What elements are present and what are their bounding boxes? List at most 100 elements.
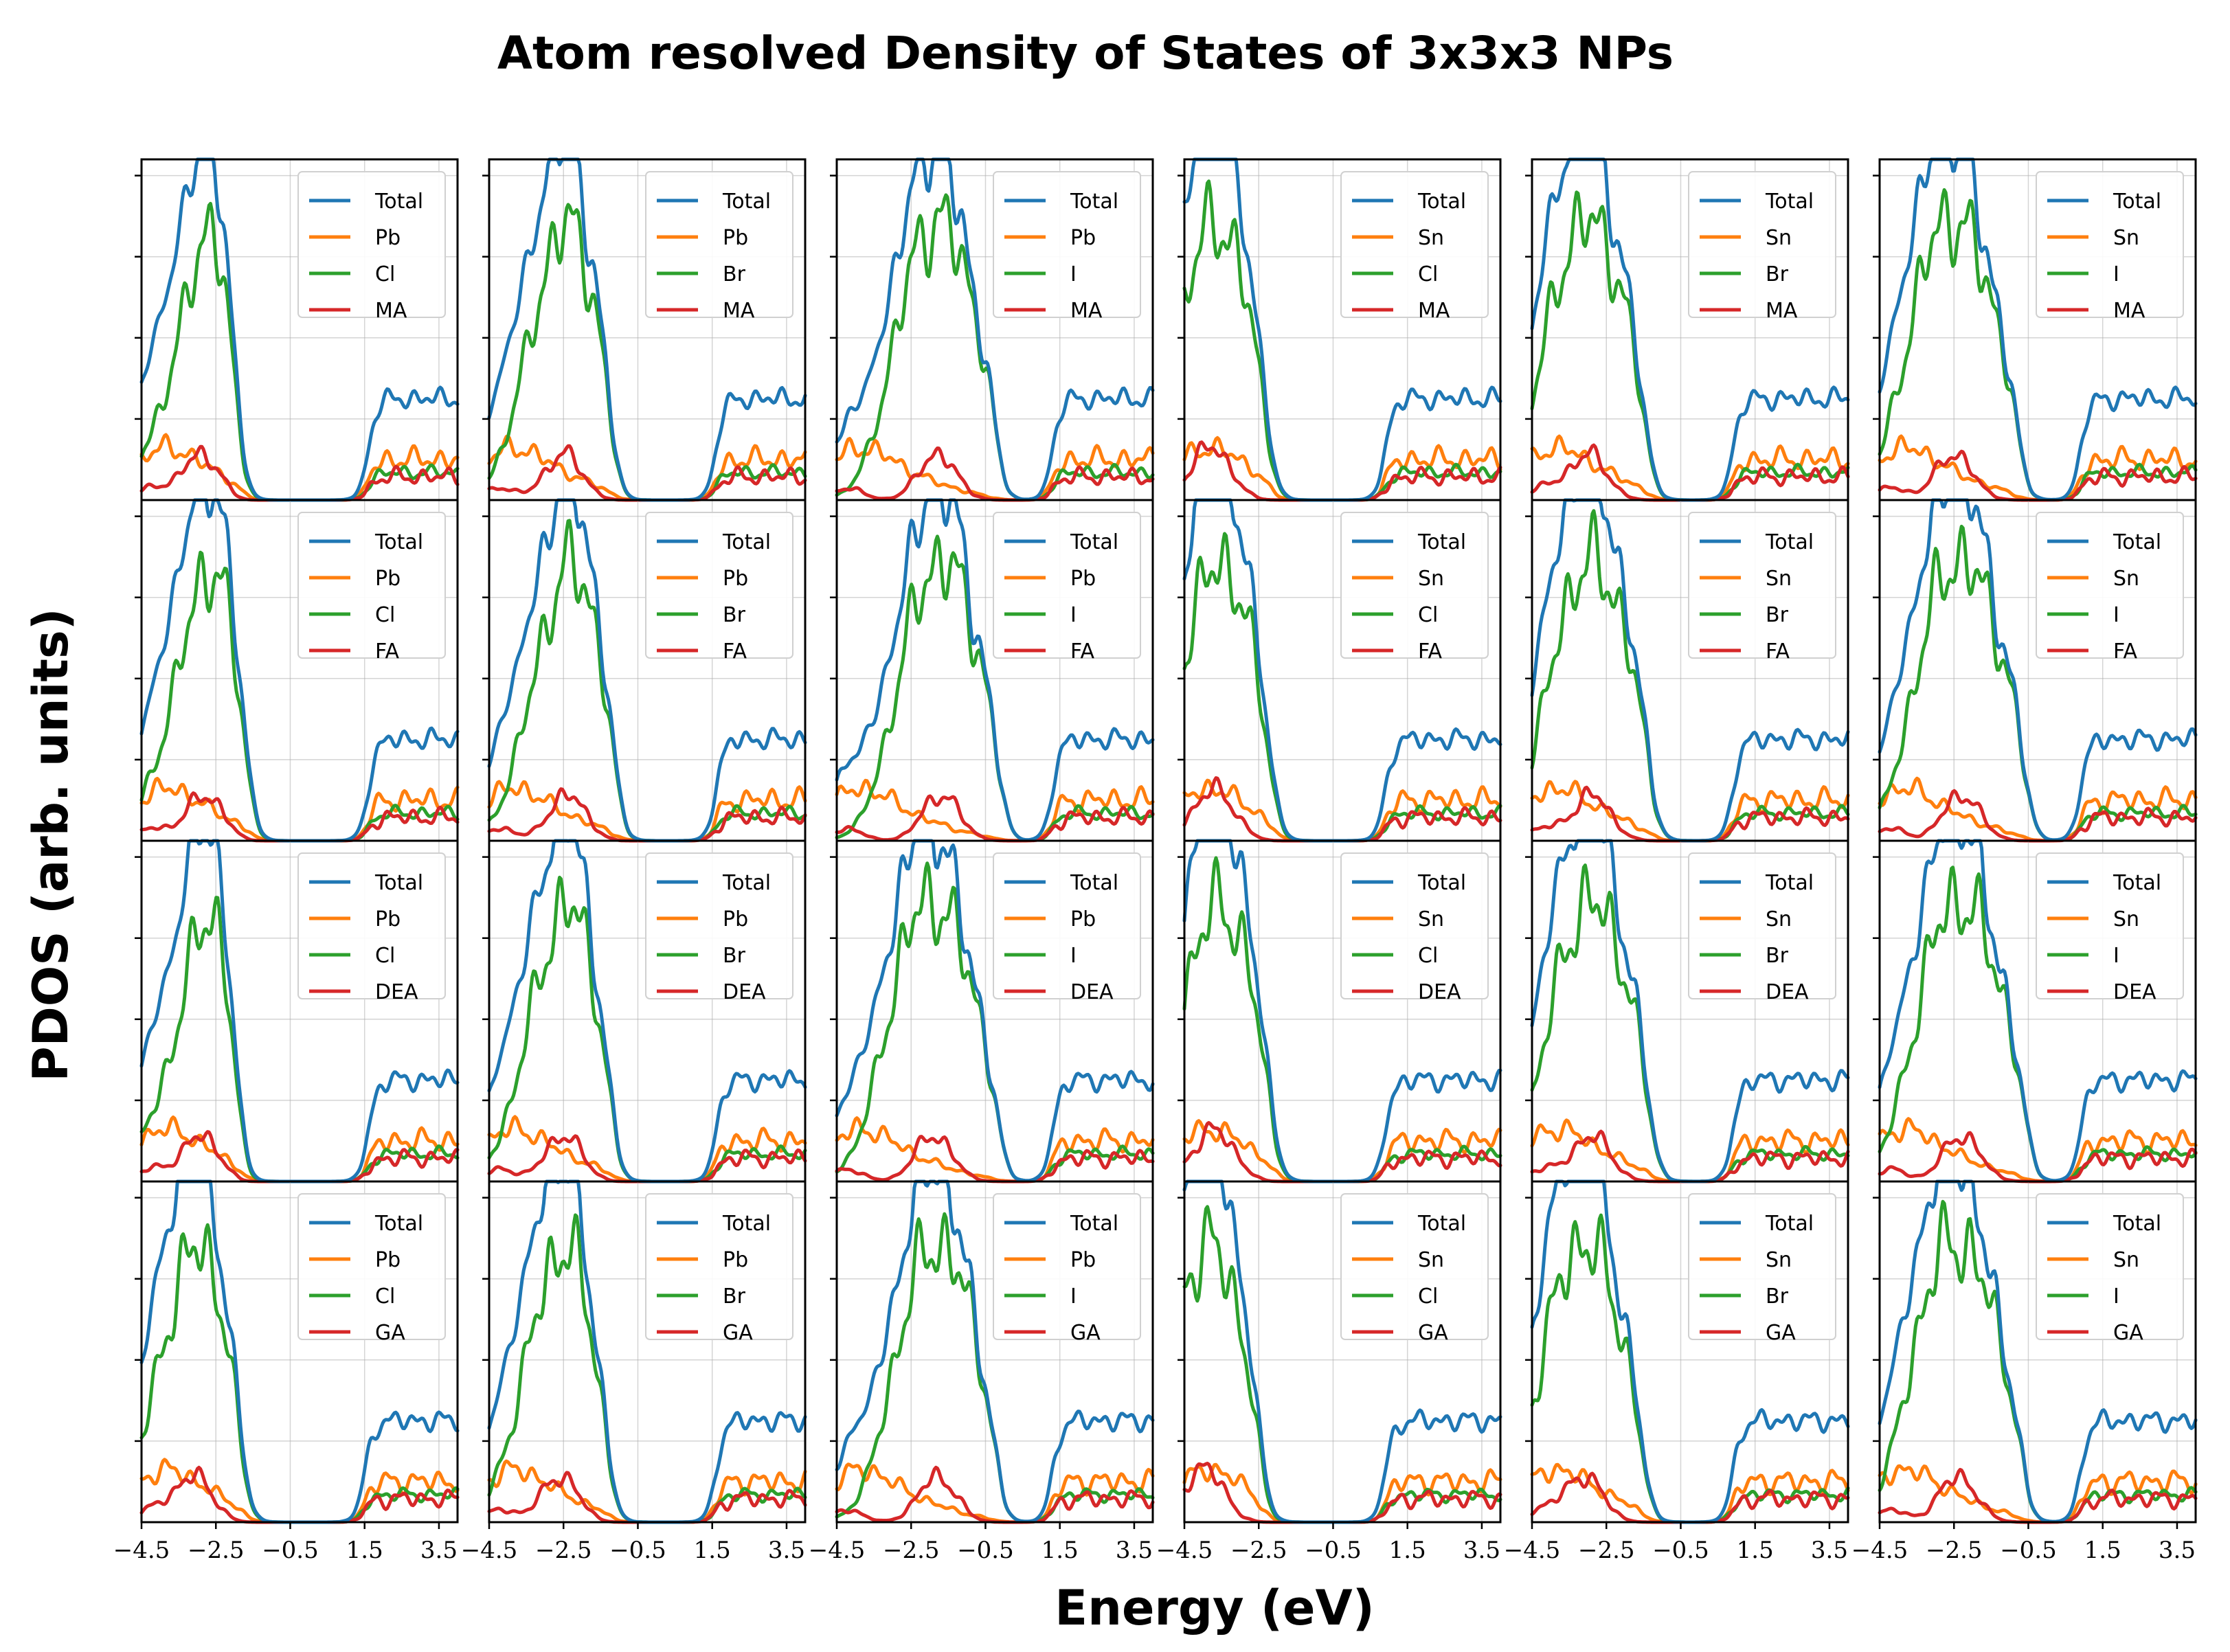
legend-box (2036, 512, 2184, 659)
legend-label-total: Total (1070, 190, 1118, 214)
legend-label-ga: GA (723, 1321, 753, 1345)
legend-label-sn: Sn (2113, 567, 2139, 591)
legend-label-ga: GA (2113, 1321, 2143, 1345)
legend-label-pb: Pb (723, 1248, 748, 1272)
series-line-pb (487, 1115, 807, 1184)
x-tick-label: −4.5 (113, 1537, 170, 1564)
legend-label-dea: DEA (2113, 980, 2156, 1004)
legend-label-br: Br (723, 603, 746, 627)
x-tick-label: 3.5 (768, 1537, 805, 1564)
legend: Total Sn I MA (2036, 171, 2184, 323)
legend-label-fa: FA (723, 640, 747, 664)
panel-pb-cl-fa: Total Pb Cl FA (135, 498, 460, 843)
x-tick-label: 3.5 (1811, 1537, 1848, 1564)
panel-frame (1531, 1180, 1849, 1524)
panel-frame (140, 1180, 459, 1524)
legend-label-i: I (2113, 944, 2119, 968)
legend-label-sn: Sn (1766, 567, 1792, 591)
legend-label-total: Total (1070, 1212, 1118, 1236)
legend-box (2036, 852, 2184, 999)
legend-label-total: Total (2113, 530, 2161, 554)
legend-box (1340, 852, 1489, 999)
x-tick-label: −0.5 (262, 1537, 319, 1564)
x-tick-label: −4.5 (1851, 1537, 1908, 1564)
legend-label-ga: GA (375, 1321, 405, 1345)
legend-label-br: Br (1766, 1285, 1789, 1309)
legend-label-sn: Sn (2113, 1248, 2139, 1272)
legend: Total Sn Cl DEA (1340, 852, 1489, 1004)
legend-box (2036, 1193, 2184, 1340)
legend-label-total: Total (722, 871, 771, 895)
legend-box (297, 512, 446, 659)
x-tick-label: −0.5 (957, 1537, 1014, 1564)
legend: Total Sn Br MA (1688, 171, 1836, 323)
panel-frame (488, 1180, 807, 1524)
x-tick-label: 3.5 (2159, 1537, 2196, 1564)
legend-label-i: I (2113, 603, 2119, 627)
legend: Total Sn I DEA (2036, 852, 2184, 1004)
series-line-total (835, 498, 1155, 842)
legend-box (993, 852, 1141, 999)
legend: Total Pb Cl DEA (297, 852, 446, 1004)
legend-label-i: I (2113, 262, 2119, 286)
legend-label-dea: DEA (375, 980, 418, 1004)
legend-label-pb: Pb (1070, 226, 1096, 250)
legend-label-ma: MA (1766, 299, 1798, 323)
legend: Total Pb Cl GA (297, 1193, 446, 1345)
legend-label-cl: Cl (1418, 603, 1438, 627)
panel-sn-cl-ga: −4.5 −2.5 −0.5 1.5 3.5 Total Sn Cl GA (1156, 1179, 1502, 1564)
legend: Total Sn Br DEA (1688, 852, 1836, 1004)
legend: Total Pb I DEA (993, 852, 1141, 1004)
series-line-total (1878, 839, 2198, 1183)
series-line-fa (835, 794, 1155, 843)
legend-label-total: Total (1765, 190, 1814, 214)
legend-label-dea: DEA (723, 980, 766, 1004)
x-tick-label: 1.5 (694, 1537, 731, 1564)
panel-pb-i-ga: −4.5 −2.5 −0.5 1.5 3.5 Total Pb I GA (809, 1179, 1155, 1564)
x-tick-label: 3.5 (1116, 1537, 1153, 1564)
legend-box (645, 512, 793, 659)
legend-label-total: Total (374, 530, 423, 554)
legend-label-cl: Cl (1418, 944, 1438, 968)
series-line-total (835, 839, 1155, 1183)
legend-label-pb: Pb (1070, 1248, 1096, 1272)
x-tick-label: 1.5 (346, 1537, 383, 1564)
series-line-sn (1878, 434, 2198, 502)
panel-pb-i-dea: Total Pb I DEA (830, 839, 1155, 1184)
legend-label-sn: Sn (1418, 907, 1444, 931)
legend-label-pb: Pb (1070, 567, 1096, 591)
legend-label-ma: MA (375, 299, 407, 323)
panel-sn-i-dea: Total Sn I DEA (1873, 839, 2198, 1184)
legend-label-total: Total (1070, 530, 1118, 554)
panel-pb-i-ma: Total Pb I MA (830, 157, 1155, 502)
legend-label-ma: MA (723, 299, 755, 323)
x-tick-label: −2.5 (1926, 1537, 1983, 1564)
legend-label-total: Total (722, 530, 771, 554)
panel-frame (1183, 1180, 1502, 1524)
legend-label-fa: FA (1766, 640, 1790, 664)
legend-box (645, 1193, 793, 1340)
legend-label-fa: FA (1418, 640, 1443, 664)
panel-sn-br-dea: Total Sn Br DEA (1525, 839, 1850, 1184)
x-tick-label: 1.5 (2084, 1537, 2121, 1564)
panel-pb-br-fa: Total Pb Br FA (482, 498, 807, 843)
legend-label-cl: Cl (1418, 262, 1438, 286)
legend-label-ma: MA (1070, 299, 1103, 323)
legend-label-pb: Pb (375, 226, 401, 250)
panel-sn-i-fa: Total Sn I FA (1873, 498, 2198, 843)
legend-label-i: I (1070, 262, 1077, 286)
legend-label-total: Total (1070, 871, 1118, 895)
legend-label-br: Br (723, 944, 746, 968)
legend-label-pb: Pb (375, 1248, 401, 1272)
legend: Total Pb I MA (993, 171, 1141, 323)
panel-pb-br-dea: Total Pb Br DEA (482, 839, 807, 1184)
x-tick-label: −2.5 (1230, 1537, 1287, 1564)
panel-sn-cl-dea: Total Sn Cl DEA (1178, 839, 1502, 1184)
series-line-total (1878, 1179, 2198, 1524)
legend: Total Pb Br GA (645, 1193, 793, 1345)
legend-label-cl: Cl (375, 603, 395, 627)
legend-label-total: Total (1417, 530, 1466, 554)
legend-label-total: Total (374, 1212, 423, 1236)
legend-label-sn: Sn (1766, 907, 1792, 931)
